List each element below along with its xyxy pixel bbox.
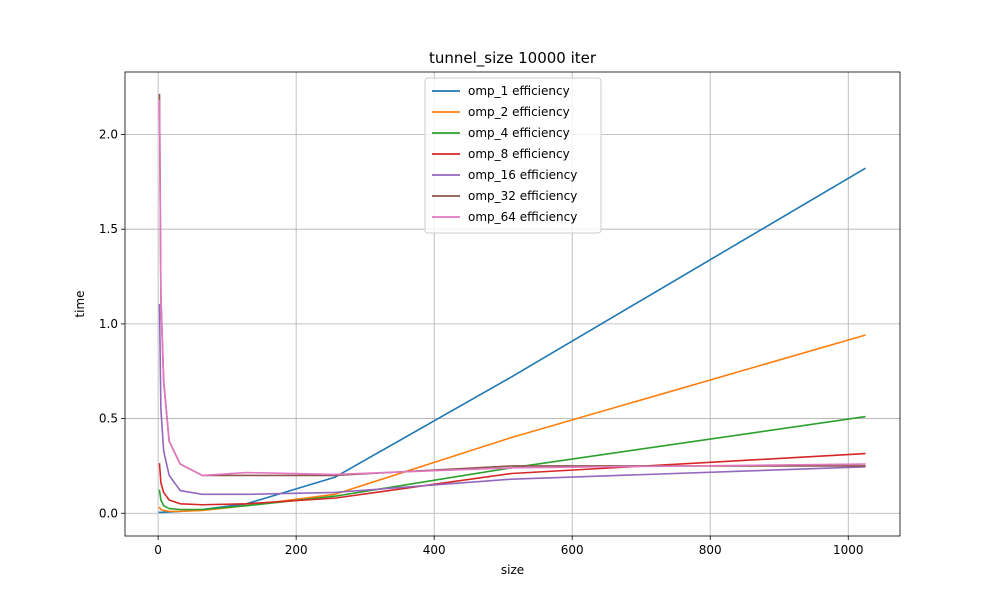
legend-label: omp_1 efficiency: [468, 84, 570, 98]
chart-title: tunnel_size 10000 iter: [429, 49, 597, 68]
x-axis-label: size: [501, 563, 524, 577]
legend-label: omp_8 efficiency: [468, 147, 570, 161]
series-line-omp-64-efficiency: [158, 99, 866, 477]
series-line-omp-16-efficiency: [158, 304, 866, 496]
series-line-omp-4-efficiency: [158, 415, 866, 511]
legend-label: omp_64 efficiency: [468, 210, 577, 224]
y-tick-label: 1.5: [99, 222, 118, 236]
series-line-omp-2-efficiency: [158, 334, 866, 513]
legend-label: omp_32 efficiency: [468, 189, 577, 203]
x-tick-label: 200: [285, 543, 308, 557]
x-tick-label: 1000: [833, 543, 864, 557]
y-tick-label: 0.5: [99, 412, 118, 426]
axis-ticks: 0 200 400 600 800 1000 0.0 0.5 1.0 1.5 2.0: [99, 127, 864, 557]
x-tick-label: 600: [561, 543, 584, 557]
legend-label: omp_16 efficiency: [468, 168, 577, 182]
y-tick-label: 2.0: [99, 127, 118, 141]
y-tick-label: 0.0: [99, 506, 118, 520]
legend-label: omp_4 efficiency: [468, 126, 570, 140]
y-tick-label: 1.0: [99, 317, 118, 331]
y-axis-label: time: [73, 290, 87, 317]
x-tick-label: 0: [154, 543, 162, 557]
plot-area-frame: [124, 71, 901, 537]
x-tick-label: 400: [423, 543, 446, 557]
legend: omp_1 efficiency omp_2 efficiency omp_4 ef…: [424, 77, 602, 234]
legend-label: omp_2 efficiency: [468, 105, 570, 119]
x-tick-label: 800: [699, 543, 722, 557]
series-lines: [158, 93, 866, 514]
legend-box: [424, 77, 602, 234]
